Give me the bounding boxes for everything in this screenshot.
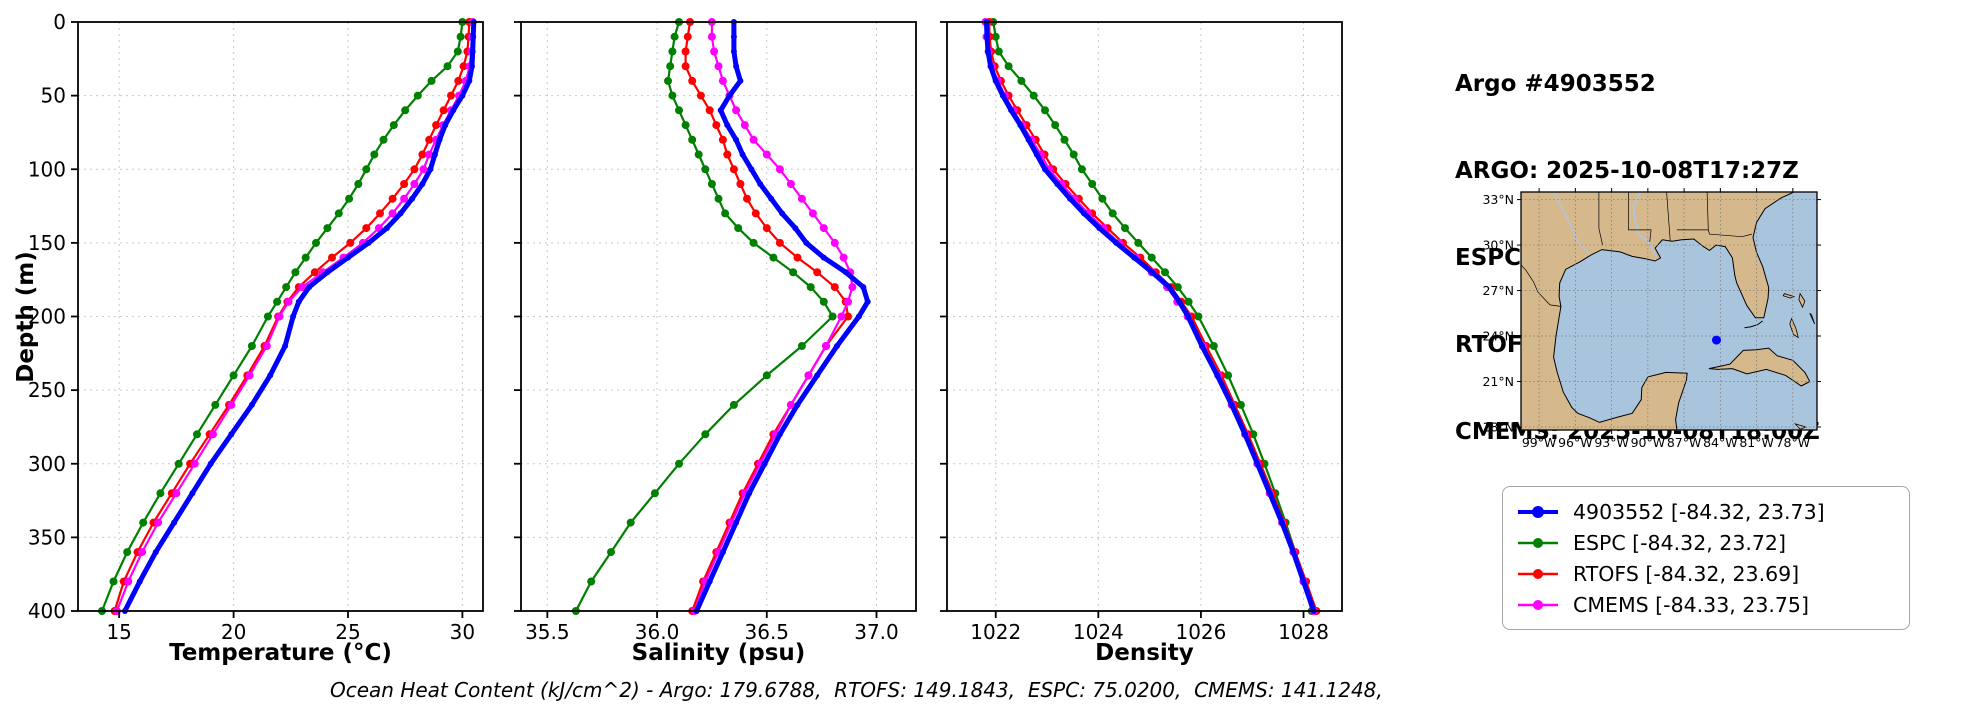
svg-text:24°N: 24°N xyxy=(1482,329,1514,344)
svg-text:1028: 1028 xyxy=(1278,620,1329,644)
svg-text:100: 100 xyxy=(28,157,66,181)
svg-text:37.0: 37.0 xyxy=(854,620,899,644)
svg-text:96°W: 96°W xyxy=(1558,435,1593,450)
legend: 4903552 [-84.32, 23.73] ESPC [-84.32, 23… xyxy=(1502,486,1910,630)
svg-text:99°W: 99°W xyxy=(1522,435,1557,450)
svg-text:25: 25 xyxy=(335,620,360,644)
svg-text:36.0: 36.0 xyxy=(635,620,680,644)
svg-text:200: 200 xyxy=(28,305,66,329)
series-4903552-density xyxy=(983,19,1317,614)
series-4903552-temperature xyxy=(121,19,477,614)
svg-text:1024: 1024 xyxy=(1073,620,1124,644)
map-geography xyxy=(1521,192,1817,430)
legend-label-espc: ESPC [-84.32, 23.72] xyxy=(1573,530,1786,555)
svg-text:30°N: 30°N xyxy=(1482,238,1514,253)
svg-text:250: 250 xyxy=(28,378,66,402)
svg-text:0: 0 xyxy=(53,10,66,34)
panel-density: 1022 1024 1026 1028 xyxy=(940,18,1343,644)
svg-text:33°N: 33°N xyxy=(1482,192,1514,207)
svg-text:36.5: 36.5 xyxy=(745,620,790,644)
density-axis-label: Density xyxy=(1095,640,1194,666)
svg-text:350: 350 xyxy=(28,525,66,549)
espc-line-icon xyxy=(1518,537,1558,548)
svg-text:400: 400 xyxy=(28,599,66,623)
rtofs-line-icon xyxy=(1518,568,1558,579)
svg-text:20: 20 xyxy=(221,620,246,644)
svg-text:15: 15 xyxy=(106,620,131,644)
float-position-marker xyxy=(1711,335,1721,345)
svg-text:300: 300 xyxy=(28,452,66,476)
argo-timestamp: ARGO: 2025-10-08T17:27Z xyxy=(1455,158,1799,184)
legend-label-cmems: CMEMS [-84.33, 23.75] xyxy=(1573,592,1809,617)
svg-text:35.5: 35.5 xyxy=(525,620,570,644)
svg-text:1022: 1022 xyxy=(970,620,1021,644)
svg-text:50: 50 xyxy=(41,84,66,108)
svg-text:90°W: 90°W xyxy=(1631,435,1666,450)
svg-text:30: 30 xyxy=(450,620,475,644)
legend-item-rtofs: RTOFS [-84.32, 23.69] xyxy=(1515,558,1897,589)
legend-item-argo: 4903552 [-84.32, 23.73] xyxy=(1515,496,1897,527)
svg-text:81°W: 81°W xyxy=(1739,435,1774,450)
svg-text:84°W: 84°W xyxy=(1703,435,1738,450)
depth-axis-label: Depth (m) xyxy=(13,251,39,383)
series-ESPC-salinity xyxy=(571,18,837,615)
legend-label-rtofs: RTOFS [-84.32, 23.69] xyxy=(1573,561,1800,586)
salinity-axis-label: Salinity (psu) xyxy=(631,640,806,666)
series-ESPC-temperature xyxy=(98,18,467,615)
svg-text:18°N: 18°N xyxy=(1482,419,1514,434)
cmems-line-icon xyxy=(1518,599,1558,610)
ocean-heat-content-text: Ocean Heat Content (kJ/cm^2) - Argo: 179… xyxy=(330,678,1383,702)
svg-text:87°W: 87°W xyxy=(1667,435,1702,450)
series-CMEMS-salinity xyxy=(690,18,857,615)
svg-text:78°W: 78°W xyxy=(1776,435,1811,450)
legend-item-espc: ESPC [-84.32, 23.72] xyxy=(1515,527,1897,558)
argo-line-icon xyxy=(1518,505,1558,518)
panel-salinity: 35.5 36.0 36.5 37.0 xyxy=(514,18,917,644)
svg-text:1026: 1026 xyxy=(1175,620,1226,644)
float-title: Argo #4903552 xyxy=(1455,71,1656,97)
location-map: 99°W 96°W 93°W 90°W 87°W 84°W 81°W 78°W 33°N 30°N… xyxy=(1482,188,1821,450)
temperature-axis-label: Temperature (°C) xyxy=(169,640,392,666)
svg-text:27°N: 27°N xyxy=(1482,283,1514,298)
svg-text:150: 150 xyxy=(28,231,66,255)
legend-label-argo: 4903552 [-84.32, 23.73] xyxy=(1573,499,1825,524)
svg-text:93°W: 93°W xyxy=(1594,435,1629,450)
svg-text:21°N: 21°N xyxy=(1482,374,1514,389)
legend-item-cmems: CMEMS [-84.33, 23.75] xyxy=(1515,589,1897,620)
